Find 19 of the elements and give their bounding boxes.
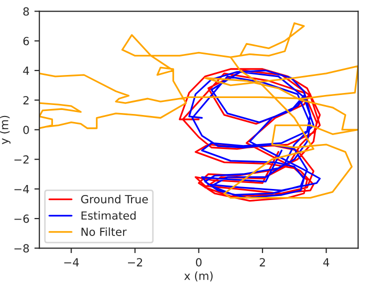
legend-label: Ground True xyxy=(81,194,148,204)
legend-label: Estimated xyxy=(82,211,136,220)
x-tick-label: −4 xyxy=(64,258,79,266)
y-tick-label: −8 xyxy=(14,244,29,253)
x-axis-title: x (m) xyxy=(184,271,213,282)
y-tick-label: −6 xyxy=(14,214,29,223)
y-tick-label: −2 xyxy=(14,155,29,164)
x-tick-label: 0 xyxy=(196,258,202,266)
y-tick-label: 6 xyxy=(23,36,29,46)
x-tick-label: 2 xyxy=(260,258,265,266)
y-tick-label: 8 xyxy=(23,7,29,16)
x-tick-label: 4 xyxy=(323,258,330,266)
y-tick-label: 4 xyxy=(23,66,30,75)
y-tick-label: 0 xyxy=(23,126,29,134)
legend-label: No Filter xyxy=(82,227,127,236)
x-tick-label: −2 xyxy=(128,258,142,266)
y-tick-label: −4 xyxy=(14,185,30,194)
y-axis-title: y (m) xyxy=(0,116,10,144)
y-tick-label: 2 xyxy=(23,96,29,104)
